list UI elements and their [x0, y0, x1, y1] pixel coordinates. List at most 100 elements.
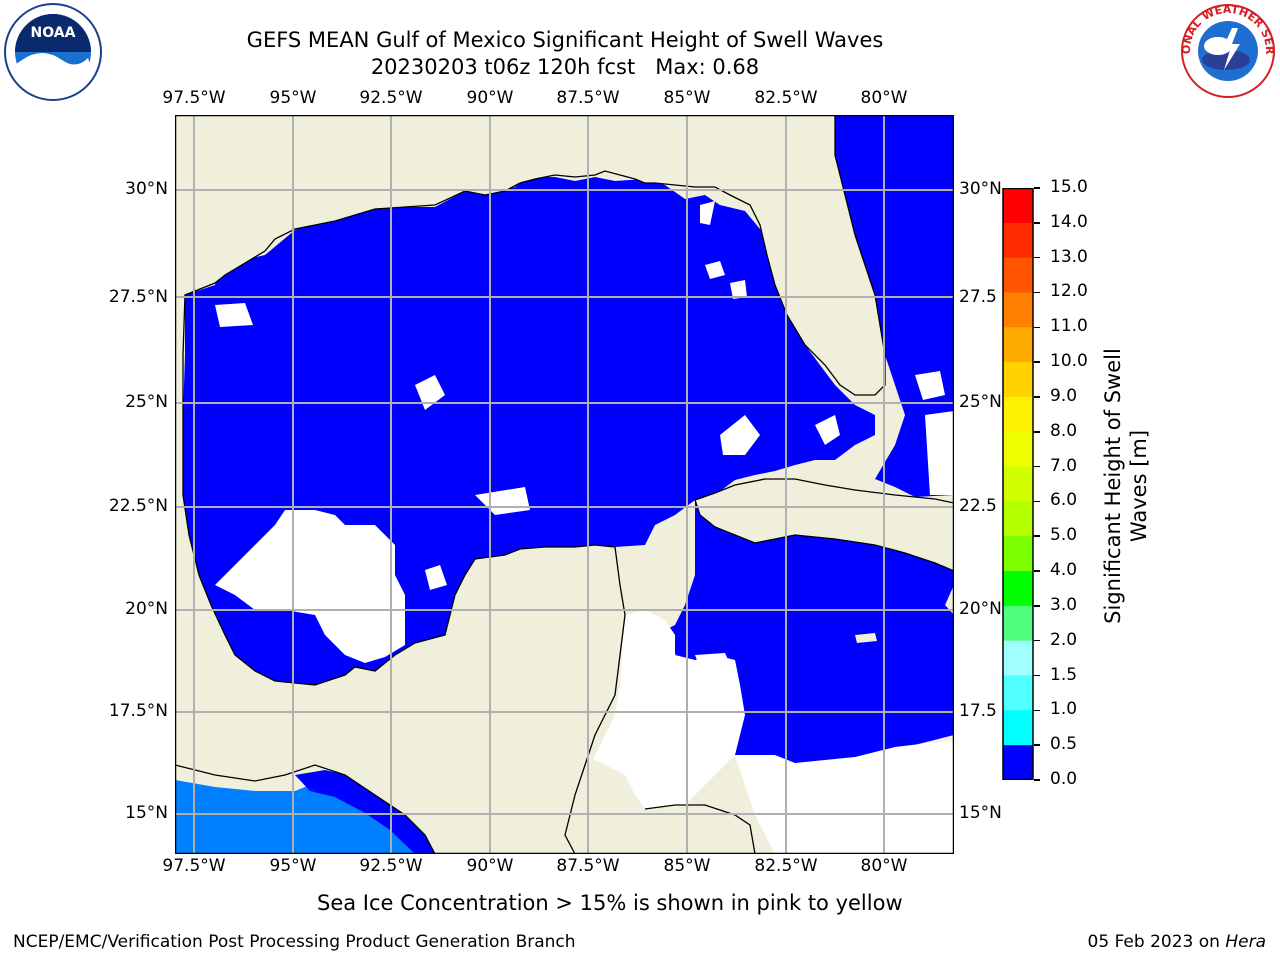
lon-label: 80°W: [860, 88, 908, 108]
colorbar-tick-mark: [1034, 396, 1040, 398]
lat-label: 15°N: [125, 803, 168, 823]
colorbar-tick-label: 14.0: [1050, 211, 1088, 232]
colorbar-tick-label: 2.0: [1050, 629, 1078, 650]
map-frame: [174, 114, 955, 855]
lon-label: 87.5°W: [556, 88, 620, 108]
graticule: [175, 115, 954, 854]
lon-label: 95°W: [269, 856, 317, 876]
pacific-swell-edge: [295, 770, 435, 854]
colorbar-tick-mark: [1034, 256, 1040, 259]
lon-label: 97.5°W: [162, 88, 226, 108]
colorbar-tick-label: 0.5: [1050, 734, 1078, 755]
colorbar-tick-mark: [1034, 744, 1040, 746]
lon-label: 80°W: [860, 856, 908, 876]
colorbar-segment: [1003, 222, 1033, 259]
lon-labels-bottom: 97.5°W 95°W 92.5°W 90°W 87.5°W 85°W 82.5…: [0, 856, 1280, 880]
lat-label: 27.5°N: [108, 287, 168, 307]
colorbar-tick-label: 9.0: [1050, 385, 1078, 406]
footer-date: 05 Feb 2023 on Hera: [1088, 932, 1266, 952]
lon-label: 97.5°W: [162, 856, 226, 876]
colorbar-segment: [1003, 536, 1033, 572]
footer-date-text: 05 Feb 2023 on: [1087, 932, 1226, 952]
nws-logo: NATIONAL WEATHER SERVICE: [1173, 0, 1278, 100]
lat-label: 30°N: [959, 179, 1002, 199]
colorbar-segment: [1003, 640, 1033, 677]
lat-label: 20°N: [959, 599, 1002, 619]
lat-label: 25°N: [959, 392, 1002, 412]
atlantic-swell-area: [835, 115, 954, 497]
colorbar-segment: [1003, 188, 1033, 224]
colorbar-tick-mark: [1034, 361, 1040, 363]
colorbar-tick-mark: [1034, 639, 1040, 642]
lat-label: 15°N: [959, 803, 1002, 823]
noaa-logo-text: NOAA: [31, 25, 76, 41]
colorbar-segment: [1003, 292, 1033, 328]
colorbar-segment: [1003, 362, 1033, 398]
colorbar-label-line1: Significant Height of Swell: [1101, 348, 1125, 624]
colorbar-segment: [1003, 466, 1033, 502]
lon-label: 90°W: [466, 856, 514, 876]
colorbar-label-line2: Waves [m]: [1127, 429, 1151, 543]
colorbar-tick-mark: [1034, 779, 1040, 781]
lon-label: 92.5°W: [359, 88, 423, 108]
colorbar-tick-mark: [1034, 431, 1040, 433]
coastlines: [175, 115, 954, 854]
colorbar-tick-mark: [1034, 535, 1040, 537]
colorbar-tick-label: 15.0: [1050, 177, 1088, 197]
lat-label: 22.5: [959, 496, 997, 516]
lat-label: 20°N: [125, 599, 168, 619]
colorbar-tick-mark: [1034, 326, 1040, 329]
colorbar-tick-mark: [1034, 709, 1040, 712]
colorbar-segment: [1003, 257, 1033, 293]
lon-label: 85°W: [663, 88, 711, 108]
colorbar-segment: [1003, 745, 1033, 781]
colorbar-segment: [1003, 675, 1033, 711]
lat-label: 27.5: [959, 287, 997, 307]
footer-credit: NCEP/EMC/Verification Post Processing Pr…: [13, 932, 576, 952]
colorbar-tick-mark: [1034, 605, 1040, 607]
colorbar-frame: [1002, 187, 1034, 781]
land-masses: [175, 115, 954, 854]
lat-label: 25°N: [125, 392, 168, 412]
colorbar: [1002, 187, 1034, 781]
colorbar-segment: [1003, 605, 1033, 642]
colorbar-tick-mark: [1034, 674, 1040, 677]
lon-label: 82.5°W: [754, 88, 818, 108]
footer-host: Hera: [1225, 932, 1266, 952]
colorbar-tick-label: 10.0: [1050, 351, 1088, 372]
colorbar-tick-mark: [1034, 465, 1040, 468]
colorbar-tick-mark: [1034, 222, 1040, 224]
colorbar-tick-label: 12.0: [1050, 281, 1088, 302]
colorbar-tick-mark: [1034, 500, 1040, 503]
lon-labels-top: 97.5°W 95°W 92.5°W 90°W 87.5°W 85°W 82.5…: [0, 88, 1280, 112]
lat-labels-left: 30°N 27.5°N 25°N 22.5°N 20°N 17.5°N 15°N: [98, 0, 172, 960]
colorbar-segment: [1003, 327, 1033, 363]
lat-label: 22.5°N: [108, 496, 168, 516]
noaa-logo: NOAA: [2, 2, 104, 102]
colorbar-segment: [1003, 710, 1033, 746]
colorbar-tick-mark: [1034, 291, 1040, 294]
colorbar-segment: [1003, 431, 1033, 468]
colorbar-tick-label: 1.0: [1050, 699, 1078, 720]
lat-label: 30°N: [125, 179, 168, 199]
colorbar-tick-label: 4.0: [1050, 560, 1078, 581]
colorbar-tick-label: 11.0: [1050, 316, 1088, 337]
chart-subtitle: 20230203 t06z 120h fcst Max: 0.68: [370, 55, 760, 79]
colorbar-tick-label: 6.0: [1050, 490, 1078, 511]
colorbar-tick-label: 8.0: [1050, 420, 1078, 441]
pacific-swell-area: [175, 780, 425, 854]
no-data-areas: [215, 201, 954, 854]
sea-ice-note: Sea Ice Concentration > 15% is shown in …: [317, 891, 903, 915]
colorbar-ticks: 15.0 14.0 13.0 12.0 11.0 10.0 9.0 8.0 7.0 6.0 5.0 4…: [1034, 177, 1104, 789]
colorbar-tick-mark: [1034, 187, 1040, 189]
lon-label: 90°W: [466, 88, 514, 108]
colorbar-segment: [1003, 571, 1033, 607]
lon-label: 85°W: [663, 856, 711, 876]
colorbar-tick-label: 13.0: [1050, 246, 1088, 267]
lon-label: 87.5°W: [556, 856, 620, 876]
colorbar-tick-label: 3.0: [1050, 594, 1078, 615]
lon-label: 82.5°W: [754, 856, 818, 876]
colorbar-tick-label: 1.5: [1050, 664, 1078, 685]
colorbar-segment: [1003, 396, 1033, 433]
lat-label: 17.5°N: [108, 701, 168, 721]
